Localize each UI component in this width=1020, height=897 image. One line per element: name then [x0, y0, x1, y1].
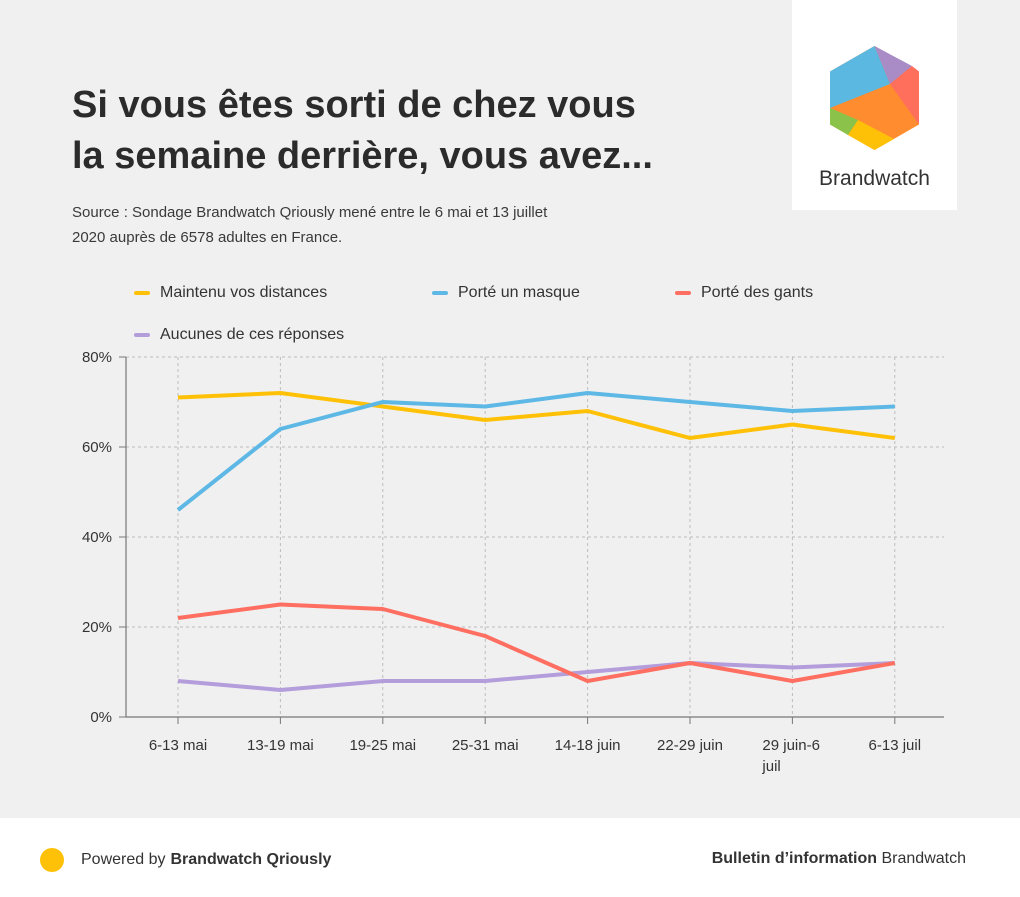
x-tick-label: 6-13 mai — [149, 737, 207, 754]
brandwatch-logo: Brandwatch — [792, 0, 957, 210]
y-tick-label: 40% — [82, 529, 112, 546]
line-chart: 0% 20% 40% 60% 80% 6-13 mai 13-19 mai 19-25 mai… — [82, 349, 944, 775]
legend-label: Porté des gants — [701, 284, 814, 301]
x-tick-label: 25-31 mai — [452, 737, 519, 754]
powered-prefix: Powered by — [81, 851, 166, 868]
y-tick-label: 0% — [90, 709, 112, 726]
legend-item-masque: Porté un masque — [432, 284, 580, 302]
y-tick-label: 80% — [82, 349, 112, 366]
legend-swatch — [675, 291, 691, 295]
series-line-1 — [176, 391, 895, 512]
logo-wordmark: Brandwatch — [819, 167, 930, 190]
x-tick-label: 14-18 juin — [555, 737, 621, 754]
source-line-1: Source : Sondage Brandwatch Qriously men… — [72, 204, 548, 221]
powered-by: Powered by Brandwatch Qriously — [40, 848, 331, 872]
legend-item-aucunes: Aucunes de ces réponses — [134, 326, 344, 344]
legend-item-distances: Maintenu vos distances — [134, 284, 327, 302]
legend-label: Porté un masque — [458, 284, 580, 301]
series-line-2 — [177, 602, 896, 683]
x-tick-label: 29 juin-6 juil — [761, 737, 820, 775]
legend-swatch — [134, 291, 150, 295]
x-tick-label: 22-29 juin — [657, 737, 723, 754]
main-panel: Si vous êtes sorti de chez vous la semai… — [72, 0, 957, 775]
x-tick-label: 13-19 mai — [247, 737, 314, 754]
powered-brand: Brandwatch Qriously — [170, 851, 332, 868]
page-title: Si vous êtes sorti de chez vous la semai… — [72, 80, 732, 182]
legend-label: Maintenu vos distances — [160, 284, 328, 301]
bulletin-credit: Bulletin d’information Brandwatch — [712, 850, 966, 868]
x-tick-label: 19-25 mai — [349, 737, 416, 754]
brandwatch-hexagon-icon — [830, 46, 919, 150]
footer: Powered by Brandwatch Qriously Bulletin … — [0, 818, 1020, 897]
source-line-2: 2020 auprès de 6578 adultes en France. — [72, 229, 343, 246]
y-tick-label: 20% — [82, 619, 112, 636]
title-line-2: la semaine derrière, vous avez... — [72, 135, 653, 177]
legend-swatch — [432, 291, 448, 295]
title-line-1: Si vous êtes sorti de chez vous — [72, 84, 636, 126]
series-line-0 — [177, 391, 896, 440]
bulletin-rest: Brandwatch — [881, 850, 967, 867]
y-tick-label: 60% — [82, 439, 112, 456]
powered-dot-icon — [40, 848, 64, 872]
legend-item-gants: Porté des gants — [675, 284, 813, 302]
bulletin-bold: Bulletin d’information — [711, 850, 878, 867]
legend-label: Aucunes de ces réponses — [160, 326, 345, 343]
source-note: Source : Sondage Brandwatch Qriously men… — [72, 200, 652, 250]
series-line-3 — [177, 661, 895, 692]
legend-swatch — [134, 333, 150, 337]
x-tick-label: 6-13 juil — [869, 737, 922, 754]
